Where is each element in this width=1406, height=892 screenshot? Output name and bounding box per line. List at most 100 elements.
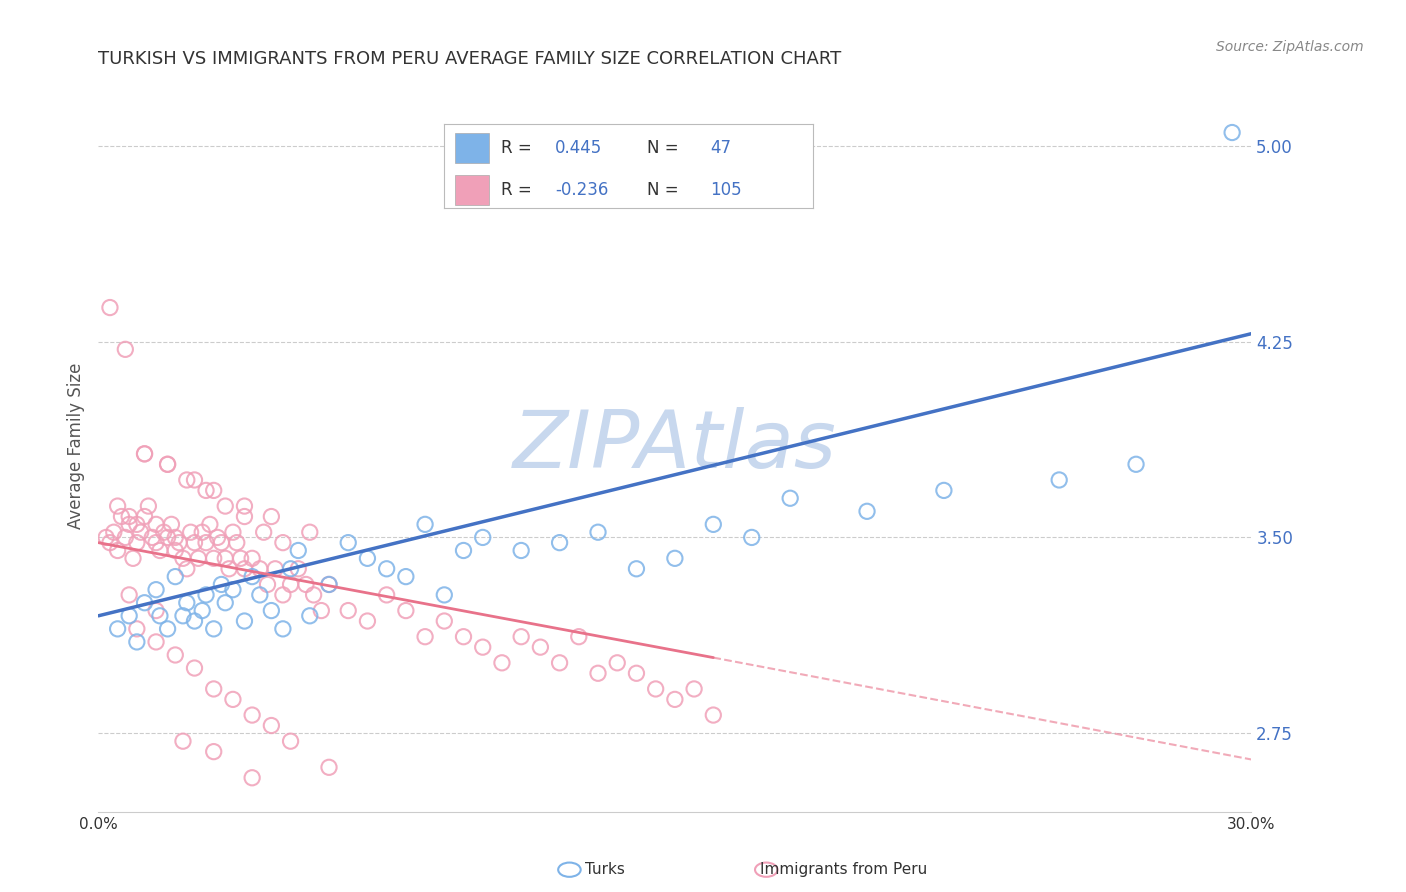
Point [202, 745, 225, 759]
Point [413, 630, 436, 644]
Point [264, 562, 287, 576]
Text: Source: ZipAtlas.com: Source: ZipAtlas.com [1216, 40, 1364, 54]
Point [149, 608, 172, 623]
Point [156, 530, 179, 544]
Point [395, 569, 418, 583]
Point [202, 622, 225, 636]
Point [195, 588, 218, 602]
Point [240, 708, 263, 723]
Point [260, 604, 283, 618]
Point [337, 535, 360, 549]
Point [280, 562, 302, 576]
Point [114, 343, 136, 357]
Point [453, 630, 475, 644]
Point [491, 656, 513, 670]
Point [145, 582, 167, 597]
Point [302, 588, 325, 602]
Point [172, 608, 194, 623]
Y-axis label: Average Family Size: Average Family Size [66, 363, 84, 529]
Point [702, 517, 724, 532]
Point [125, 517, 148, 532]
Point [209, 577, 232, 591]
Point [149, 543, 172, 558]
Point [152, 525, 174, 540]
Point [214, 551, 236, 566]
Point [356, 551, 378, 566]
Point [167, 535, 190, 549]
Point [1125, 458, 1147, 472]
Point [118, 608, 141, 623]
Point [156, 458, 179, 472]
Point [195, 483, 218, 498]
Point [548, 535, 571, 549]
Point [298, 525, 321, 540]
Point [271, 622, 294, 636]
Point [107, 543, 129, 558]
Point [741, 530, 763, 544]
Point [1220, 126, 1243, 140]
Point [134, 509, 156, 524]
Point [510, 543, 533, 558]
Point [141, 530, 163, 544]
Point [180, 525, 202, 540]
Point [129, 525, 152, 540]
Point [191, 604, 214, 618]
Point [125, 635, 148, 649]
Point [134, 596, 156, 610]
Point [702, 708, 724, 723]
Point [233, 562, 256, 576]
Point [165, 569, 187, 583]
Point [779, 491, 801, 506]
Point [172, 551, 194, 566]
Point [187, 551, 209, 566]
Point [375, 562, 398, 576]
Point [568, 630, 591, 644]
Point [548, 656, 571, 670]
Point [107, 499, 129, 513]
Point [202, 483, 225, 498]
Point [209, 535, 232, 549]
Point [183, 614, 205, 628]
Point [318, 577, 340, 591]
Point [233, 509, 256, 524]
Point [195, 535, 218, 549]
Point [253, 525, 276, 540]
Point [240, 569, 263, 583]
Point [337, 604, 360, 618]
Point [125, 535, 148, 549]
Point [1047, 473, 1070, 487]
Point [626, 666, 648, 681]
Point [103, 525, 125, 540]
Point [202, 551, 225, 566]
Point [260, 509, 283, 524]
Point [145, 635, 167, 649]
Point [183, 661, 205, 675]
Point [172, 734, 194, 748]
Point [114, 530, 136, 544]
Point [233, 499, 256, 513]
Point [375, 588, 398, 602]
Point [510, 630, 533, 644]
Point [298, 608, 321, 623]
Point [229, 551, 252, 566]
Point [222, 582, 245, 597]
Text: Immigrants from Peru: Immigrants from Peru [761, 863, 927, 877]
Point [586, 666, 609, 681]
Point [145, 535, 167, 549]
Point [145, 604, 167, 618]
Point [280, 577, 302, 591]
Point [134, 447, 156, 461]
Point [122, 551, 145, 566]
Point [165, 648, 187, 662]
Point [311, 604, 333, 618]
Point [287, 562, 309, 576]
Point [225, 535, 247, 549]
Point [98, 535, 121, 549]
Point [240, 551, 263, 566]
Text: ZIPAtlas: ZIPAtlas [513, 407, 837, 485]
Point [249, 562, 271, 576]
Point [280, 734, 302, 748]
Point [395, 604, 418, 618]
Point [453, 543, 475, 558]
Point [606, 656, 628, 670]
